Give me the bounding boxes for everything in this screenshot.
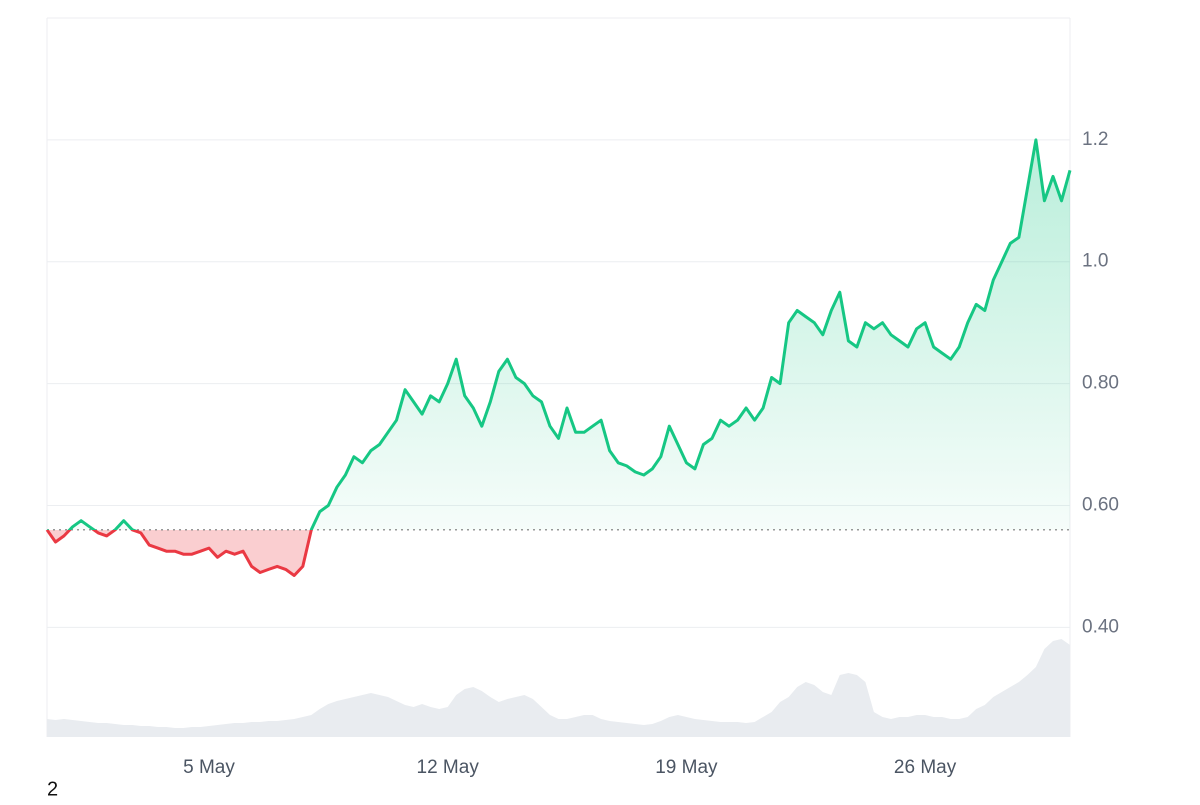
y-tick-label: 0.80 — [1082, 373, 1119, 394]
price-area — [47, 139, 1070, 576]
x-tick-label: 26 May — [894, 757, 957, 778]
x-tick-label: 19 May — [655, 757, 718, 778]
footnote: 2 — [47, 778, 58, 800]
x-tick-label: 12 May — [417, 757, 480, 778]
y-tick-label: 0.60 — [1082, 494, 1119, 515]
y-tick-label: 1.2 — [1082, 129, 1108, 150]
y-tick-label: 1.0 — [1082, 251, 1108, 272]
volume-area — [47, 639, 1070, 737]
y-tick-label: 0.40 — [1082, 616, 1119, 637]
price-line — [45, 138, 1072, 577]
x-tick-label: 5 May — [183, 757, 235, 778]
